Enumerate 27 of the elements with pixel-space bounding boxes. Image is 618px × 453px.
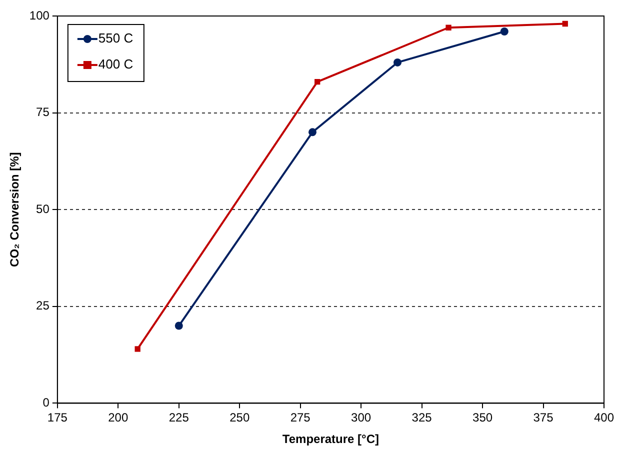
y-tick-label: 0 bbox=[42, 396, 50, 410]
point bbox=[500, 27, 508, 36]
x-tick-label: 200 bbox=[108, 410, 128, 425]
y-tick-label: 75 bbox=[36, 105, 50, 120]
point bbox=[394, 58, 402, 66]
x-tick-label: 400 bbox=[594, 410, 614, 425]
y-tick-label: 50 bbox=[36, 202, 50, 216]
point bbox=[314, 78, 320, 85]
x-tick-label: 275 bbox=[290, 410, 311, 425]
legend-label: 550 C bbox=[98, 30, 134, 46]
y-axis-title: CO₂ Conversion [%] bbox=[8, 152, 22, 267]
y-tick-label: 25 bbox=[36, 298, 50, 313]
x-tick-label: 325 bbox=[412, 410, 432, 425]
x-tick-label: 175 bbox=[47, 410, 68, 425]
point bbox=[174, 322, 183, 330]
x-axis-title: Temperature [°C] bbox=[282, 432, 380, 446]
x-tick-label: 250 bbox=[230, 410, 250, 425]
point bbox=[446, 24, 452, 30]
x-tick-label: 375 bbox=[533, 410, 554, 425]
point bbox=[134, 346, 140, 352]
y-tick-label: 100 bbox=[29, 8, 50, 22]
x-tick-label: 225 bbox=[168, 410, 190, 425]
x-tick-label: 300 bbox=[351, 410, 372, 425]
legend-label: 400 C bbox=[98, 56, 134, 72]
point bbox=[308, 128, 316, 136]
x-tick-label: 350 bbox=[472, 410, 493, 425]
point bbox=[562, 20, 568, 27]
